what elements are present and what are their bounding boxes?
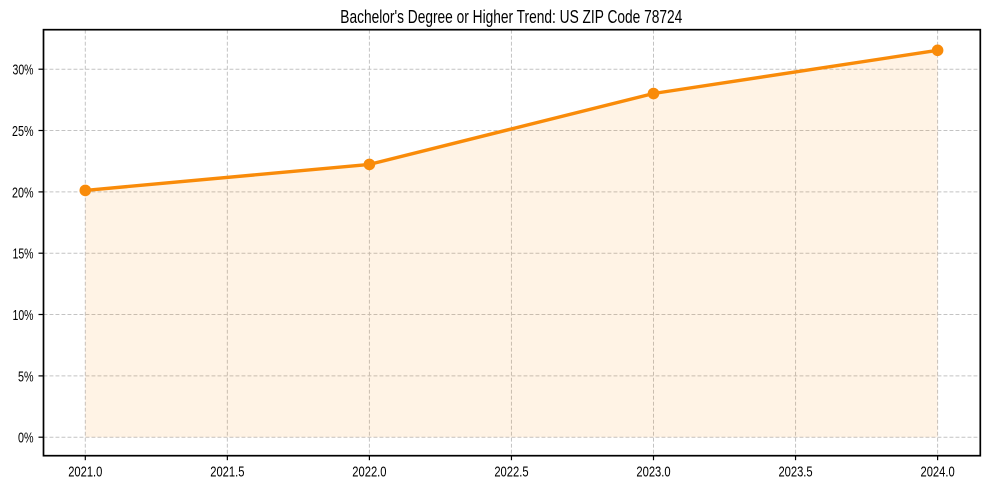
svg-text:0%: 0% [18,430,34,447]
svg-text:5%: 5% [18,368,34,385]
svg-text:2024.0: 2024.0 [921,464,955,481]
svg-text:2022.0: 2022.0 [352,464,386,481]
svg-text:2023.5: 2023.5 [778,464,812,481]
svg-text:2022.5: 2022.5 [494,464,528,481]
svg-text:15%: 15% [13,246,34,263]
svg-text:10%: 10% [13,307,34,324]
svg-text:Bachelor's Degree or Higher Tr: Bachelor's Degree or Higher Trend: US ZI… [340,7,682,27]
svg-text:2021.0: 2021.0 [68,464,102,481]
svg-text:25%: 25% [12,123,34,140]
svg-text:20%: 20% [12,184,34,201]
svg-text:30%: 30% [13,62,34,79]
svg-text:2023.0: 2023.0 [636,464,670,481]
svg-text:2021.5: 2021.5 [210,464,244,481]
